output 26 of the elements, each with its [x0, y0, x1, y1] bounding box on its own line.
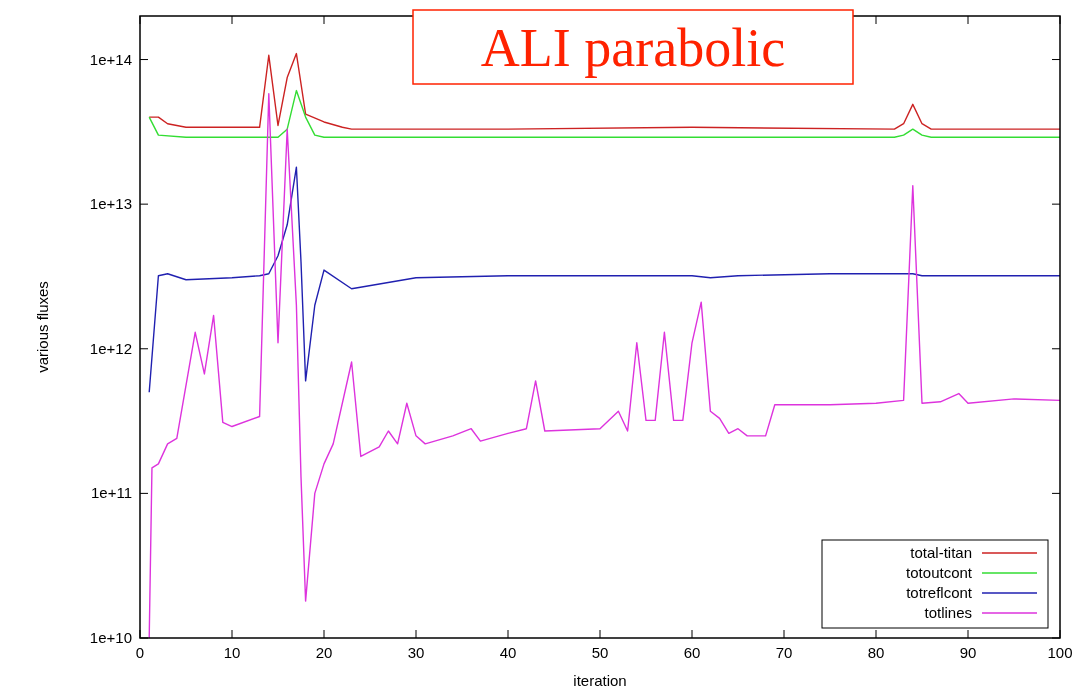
x-tick-label: 20 — [315, 644, 333, 661]
y-axis-title: various fluxes — [34, 281, 51, 373]
y-tick-label: 1e+10 — [89, 629, 132, 646]
x-tick-label: 100 — [1047, 644, 1073, 661]
line-series — [148, 89, 1060, 138]
x-tick-label: 80 — [867, 644, 885, 661]
legend-label: totlines — [924, 604, 972, 621]
x-tick-label: 70 — [775, 644, 793, 661]
y-tick-label: 1e+13 — [89, 195, 132, 213]
x-tick-label: 50 — [591, 644, 609, 661]
x-tick-label: 0 — [135, 644, 145, 661]
line-series — [148, 93, 1060, 638]
x-tick-label: 60 — [683, 644, 701, 661]
legend-label: totreflcont — [906, 584, 973, 601]
x-tick-label: 10 — [223, 644, 241, 661]
line-series — [148, 166, 1060, 393]
annotation: ALI parabolic — [480, 18, 786, 78]
y-tick-label: 1e+12 — [89, 339, 132, 357]
x-tick-label: 40 — [499, 644, 517, 661]
x-axis-title: iteration — [573, 672, 627, 689]
y-tick-label: 1e+14 — [89, 50, 132, 68]
y-tick-label: 1e+11 — [90, 484, 132, 502]
x-tick-label: 90 — [959, 644, 977, 661]
legend-label: totoutcont — [906, 564, 973, 581]
legend-label: total-titan — [910, 544, 972, 561]
x-tick-label: 30 — [407, 644, 425, 661]
